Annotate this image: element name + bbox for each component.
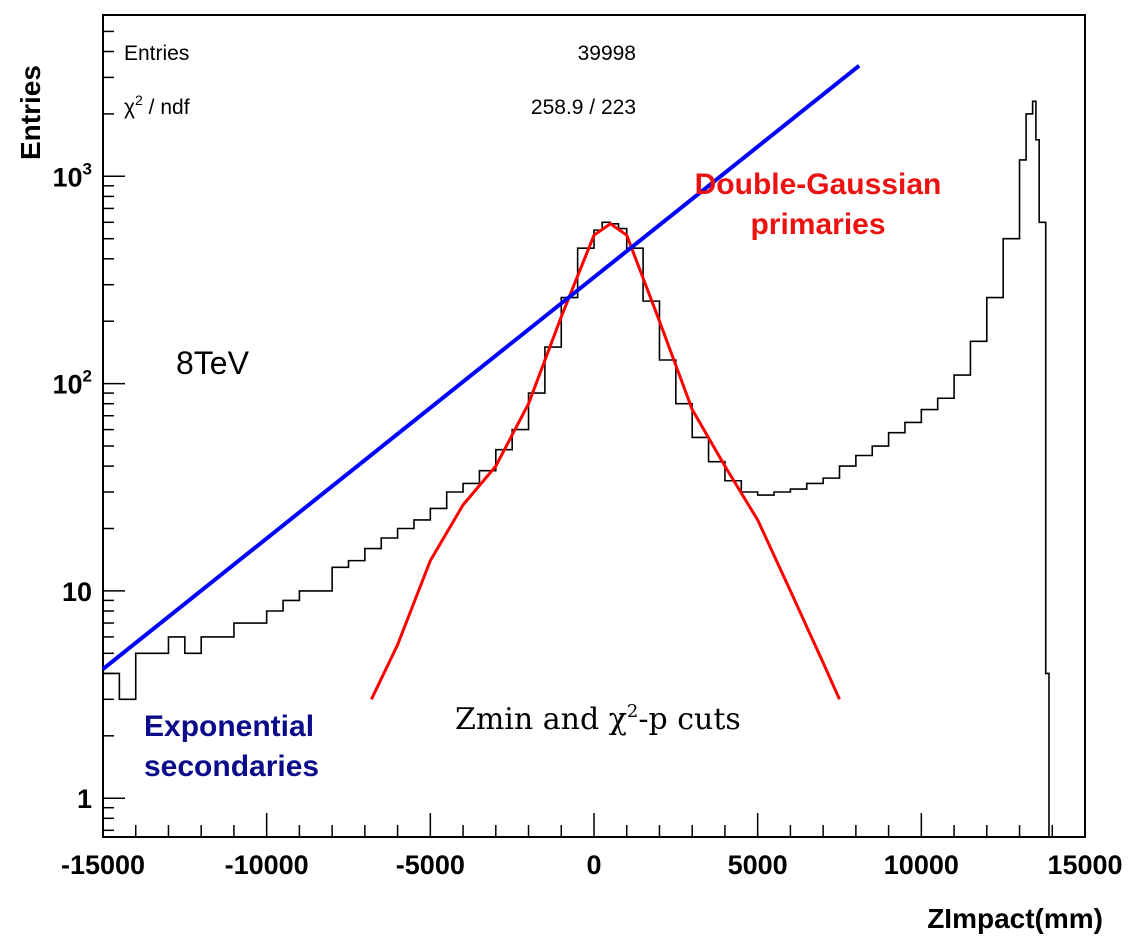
- x-axis-title: ZImpact(mm): [927, 903, 1103, 934]
- stats-chi2-label: χ2 / ndf: [124, 92, 190, 119]
- y-axis-title: Entries: [15, 65, 46, 160]
- y-tick-label: 10: [62, 577, 92, 607]
- x-tick-label: -10000: [225, 850, 309, 880]
- y-tick-label: 102: [52, 367, 92, 400]
- stats-chi2-value: 258.9 / 223: [531, 96, 636, 119]
- x-tick-label: 15000: [1047, 850, 1122, 880]
- x-tick-label: 10000: [884, 850, 959, 880]
- x-tick-label: 0: [586, 850, 601, 880]
- double-gaussian-fit: [370, 221, 841, 700]
- x-tick-label: 5000: [728, 850, 788, 880]
- exponential-fit: [101, 64, 861, 671]
- primaries-label-line2: primaries: [750, 208, 885, 241]
- primaries-label-line1: Double-Gaussian: [695, 168, 942, 201]
- y-tick-label: 103: [52, 159, 92, 192]
- stats-entries-value: 39998: [578, 42, 636, 65]
- x-axis-ticks: -15000 -10000 -5000 0 5000 10000 15000: [61, 813, 1123, 880]
- cuts-label: Zmin and χ2-p cuts: [455, 701, 741, 737]
- secondaries-label-line2: secondaries: [144, 750, 319, 783]
- x-tick-label: -15000: [61, 850, 145, 880]
- energy-label: 8TeV: [176, 345, 250, 381]
- y-tick-label: 1: [77, 784, 92, 814]
- secondaries-label-line1: Exponential: [144, 710, 314, 743]
- y-axis-ticks: 1 10 102 103: [52, 14, 125, 832]
- x-tick-label: -5000: [396, 850, 465, 880]
- stats-entries-label: Entries: [124, 42, 189, 65]
